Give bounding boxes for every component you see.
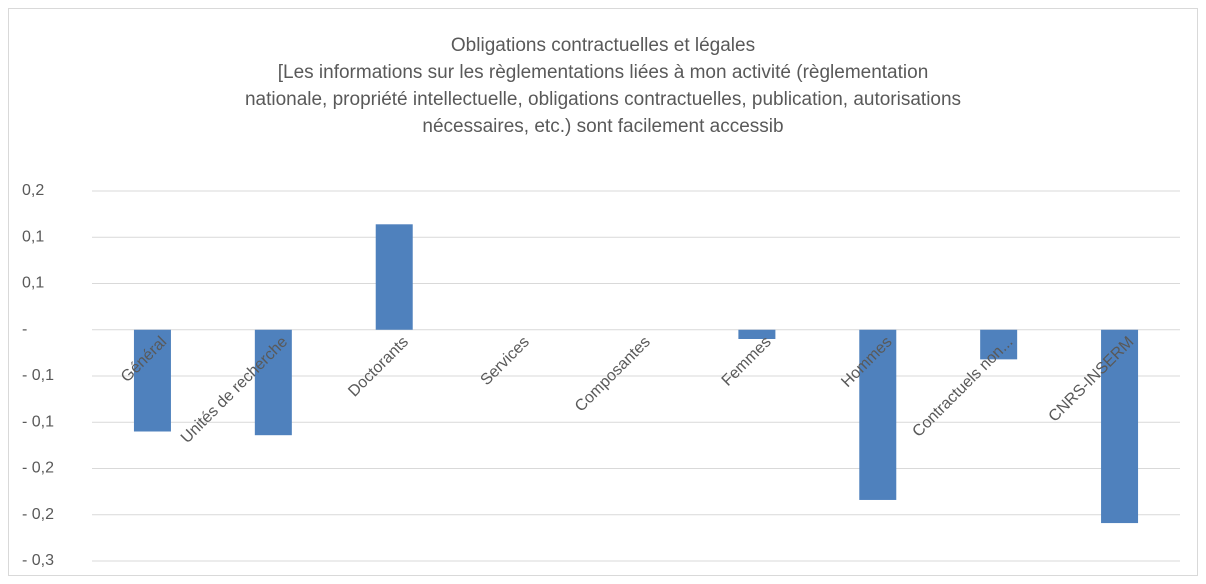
y-tick-label: - 0,2 bbox=[22, 506, 54, 523]
bar bbox=[254, 329, 292, 436]
bar bbox=[133, 329, 171, 432]
bar bbox=[980, 329, 1018, 360]
y-tick-label: 0,1 bbox=[22, 228, 44, 245]
bar bbox=[1101, 329, 1139, 524]
y-tick-label: 0,1 bbox=[22, 275, 44, 292]
chart-border bbox=[8, 8, 1198, 576]
y-tick-label: - bbox=[22, 321, 27, 338]
chart-title: nécessaires, etc.) sont facilement acces… bbox=[422, 116, 783, 137]
bar bbox=[859, 329, 897, 500]
y-tick-label: 0,2 bbox=[22, 182, 44, 199]
chart-title: nationale, propriété intellectuelle, obl… bbox=[245, 89, 961, 110]
y-tick-label: - 0,1 bbox=[22, 413, 54, 430]
bar bbox=[738, 329, 776, 339]
y-tick-label: - 0,3 bbox=[22, 552, 54, 569]
chart-title: [Les informations sur les règlementation… bbox=[278, 62, 929, 83]
y-tick-label: - 0,2 bbox=[22, 460, 54, 477]
chart-title: Obligations contractuelles et légales bbox=[451, 35, 755, 56]
y-tick-label: - 0,1 bbox=[22, 367, 54, 384]
bar bbox=[375, 224, 413, 330]
